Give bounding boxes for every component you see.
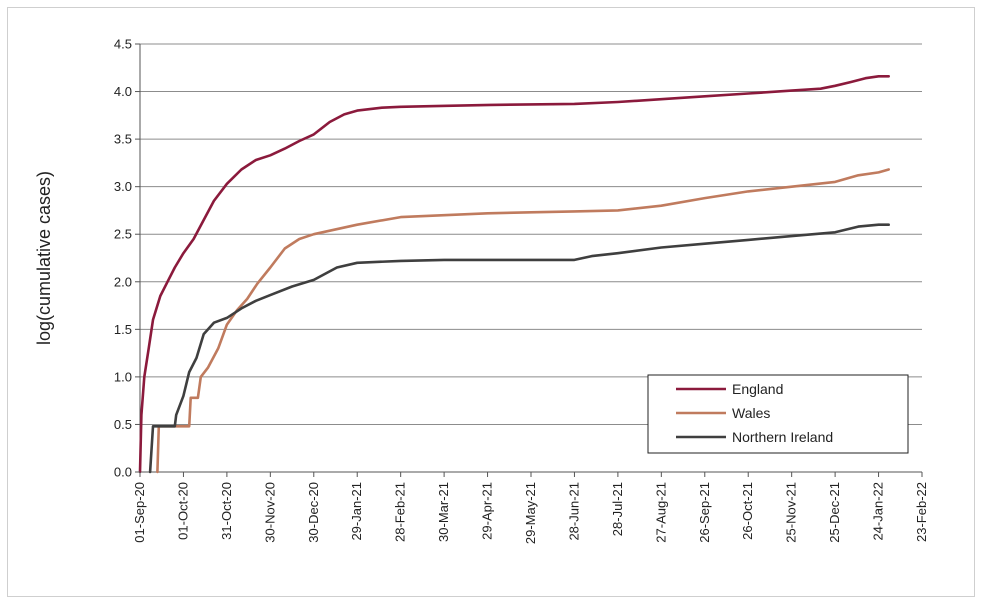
x-tick-label: 23-Feb-22 [914, 482, 929, 542]
x-tick-label: 01-Oct-20 [175, 482, 190, 540]
x-tick-label: 27-Aug-21 [653, 482, 668, 543]
x-tick-label: 01-Sep-20 [132, 482, 147, 543]
x-tick-label: 28-Jul-21 [610, 482, 625, 536]
y-axis-ticks: 0.0 0.5 1.0 1.5 2.0 2.5 3.0 3.5 4.0 4.5 [114, 37, 140, 480]
x-tick-label: 31-Oct-20 [219, 482, 234, 540]
x-tick-label: 29-Jan-21 [349, 482, 364, 541]
line-chart: 0.0 0.5 1.0 1.5 2.0 2.5 3.0 3.5 4.0 4.5 01-Sep-20… [0, 0, 981, 584]
legend: England Wales Northern Ireland [648, 375, 908, 453]
y-tick-label: 3.5 [114, 132, 132, 147]
x-tick-label: 30-Nov-20 [262, 482, 277, 543]
y-tick-label: 1.5 [114, 322, 132, 337]
y-tick-label: 0.0 [114, 465, 132, 480]
y-tick-label: 2.5 [114, 227, 132, 242]
y-tick-label: 0.5 [114, 417, 132, 432]
x-tick-label: 28-Feb-21 [393, 482, 408, 542]
legend-label: England [732, 381, 783, 397]
y-tick-label: 2.0 [114, 274, 132, 289]
legend-label: Northern Ireland [732, 429, 833, 445]
x-axis-ticks: 01-Sep-20 01-Oct-20 31-Oct-20 30-Nov-20 30-D… [132, 472, 929, 544]
y-tick-label: 1.0 [114, 369, 132, 384]
y-tick-label: 4.5 [114, 37, 132, 52]
x-tick-label: 25-Dec-21 [827, 482, 842, 543]
x-tick-label: 28-Jun-21 [566, 482, 581, 541]
x-tick-label: 30-Dec-20 [306, 482, 321, 543]
x-tick-label: 30-Mar-21 [436, 482, 451, 542]
legend-label: Wales [732, 405, 770, 421]
x-tick-label: 26-Sep-21 [697, 482, 712, 543]
x-tick-label: 29-Apr-21 [480, 482, 495, 540]
y-axis-label: log(cumulative cases) [34, 171, 54, 345]
x-tick-label: 24-Jan-22 [871, 482, 886, 541]
x-tick-label: 25-Nov-21 [784, 482, 799, 543]
x-tick-label: 26-Oct-21 [740, 482, 755, 540]
x-tick-label: 29-May-21 [523, 482, 538, 544]
y-tick-label: 3.0 [114, 179, 132, 194]
y-tick-label: 4.0 [114, 84, 132, 99]
